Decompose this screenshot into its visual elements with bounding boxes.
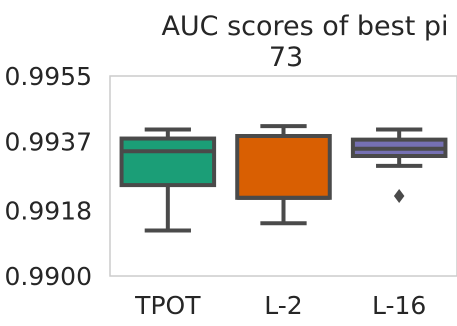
x-tick-label: L-2 — [264, 291, 302, 320]
box-l-16 — [350, 127, 448, 203]
iqr-box — [235, 134, 332, 200]
chart-title: AUC scores of best pi — [161, 11, 448, 42]
y-tick-label: 0.9937 — [5, 127, 92, 156]
box-l-2 — [235, 124, 332, 226]
box-tpot — [119, 127, 217, 233]
y-tick-label: 0.9918 — [5, 197, 92, 226]
x-tick-label: L-16 — [372, 291, 426, 320]
box-series-group — [119, 124, 448, 233]
y-tick-label: 0.9900 — [5, 262, 92, 291]
chart-subtitle: 73 — [269, 42, 303, 73]
y-tick-label: 0.9955 — [5, 62, 92, 91]
iqr-box — [119, 136, 217, 188]
x-axis-ticks: TPOT L-2 L-16 — [134, 291, 426, 320]
outlier-point — [393, 189, 405, 203]
y-axis-ticks: 0.9900 0.9918 0.9937 0.9955 — [5, 62, 92, 291]
x-tick-label: TPOT — [134, 291, 201, 320]
